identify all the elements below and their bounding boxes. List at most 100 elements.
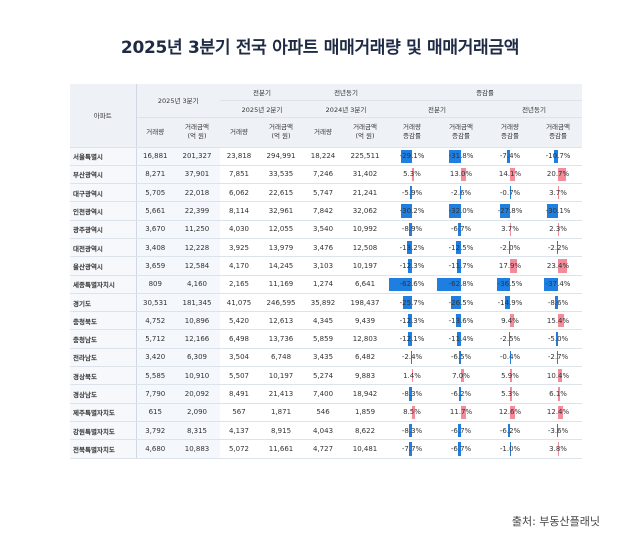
change-value: -6.7%	[450, 444, 472, 453]
change-value: -0.7%	[499, 188, 521, 197]
negative-change-bar	[458, 350, 462, 365]
negative-change-bar	[411, 350, 413, 365]
prev-quarter-header: 전분기	[220, 84, 305, 101]
positive-change-bar	[558, 186, 560, 200]
prev-year-volume-cell: 7,842	[304, 201, 343, 221]
q3-volume-cell: 5,705	[136, 183, 174, 203]
positive-change-bar	[412, 369, 413, 383]
negative-change-bar	[450, 295, 462, 310]
header-label: (억 원)	[355, 132, 375, 140]
q3-amount-cell: 20,092	[174, 384, 220, 404]
change-value: -0.4%	[499, 353, 521, 362]
amt-change-yoy-cell: -30.1%	[534, 201, 583, 221]
amount-header: 거래금액 (억 원)	[174, 117, 220, 148]
change-value: -12.5%	[448, 243, 474, 252]
q2-volume-cell: 4,170	[220, 256, 258, 276]
region-cell: 전라남도	[70, 348, 137, 368]
q3-amount-cell: 201,327	[174, 147, 220, 166]
amt-change-qoq-cell: -26.5%	[436, 293, 487, 313]
vol-change-yoy-cell: -0.4%	[486, 348, 535, 368]
region-cell: 서울특별시	[70, 147, 137, 166]
header-label: 거래금액	[269, 123, 293, 131]
q2-amount-cell: 13,736	[258, 329, 305, 349]
amt-change-yoy-cell: -3.6%	[534, 421, 583, 441]
change-value: 15.4%	[546, 316, 570, 325]
q3-volume-cell: 5,661	[136, 201, 174, 221]
negative-change-bar	[407, 332, 413, 346]
vol-change-qoq-cell: -62.6%	[388, 275, 437, 294]
q2-volume-cell: 567	[220, 403, 258, 422]
change-value: -37.4%	[545, 280, 571, 289]
amt-change-qoq-cell: -32.0%	[436, 201, 487, 221]
q2-volume-cell: 6,062	[220, 183, 258, 203]
table-row: 전북특별자치도 4,680 10,883 5,072 11,661 4,727 10,481…	[70, 439, 583, 459]
q3-volume-cell: 3,659	[136, 256, 174, 276]
change-value: -31.8%	[448, 152, 474, 161]
change-value: -7.4%	[499, 152, 521, 161]
negative-change-bar	[436, 277, 462, 291]
table-row: 경기도 30,531 181,345 41,075 246,595 35,892 198,4…	[70, 293, 583, 313]
prev-year-amount-cell: 1,859	[342, 403, 389, 422]
header-label: 거래금액	[353, 123, 377, 131]
negative-change-bar	[409, 442, 413, 456]
change-value: -2.7%	[547, 353, 569, 362]
amt-change-qoq-cell: -11.7%	[436, 256, 487, 276]
q3-volume-cell: 7,790	[136, 384, 174, 404]
vol-change-yoy-cell: -2.0%	[486, 238, 535, 258]
change-value: 8.5%	[403, 408, 421, 417]
change-value: 5.9%	[501, 371, 519, 380]
q2-volume-cell: 4,137	[220, 421, 258, 441]
prev-year-volume-cell: 18,224	[304, 147, 343, 166]
region-cell: 광주광역시	[70, 220, 137, 239]
prev-year-header: 전년동기	[304, 84, 389, 101]
header-label: 거래금액	[546, 123, 570, 131]
negative-change-bar	[456, 240, 462, 255]
positive-change-bar	[558, 405, 563, 419]
negative-change-bar	[448, 149, 462, 163]
negative-change-bar	[554, 149, 559, 163]
prev-year-volume-cell: 7,400	[304, 384, 343, 404]
q2-amount-cell: 13,979	[258, 238, 305, 258]
amount-header: 거래금액 (억 원)	[342, 117, 389, 148]
q2-volume-cell: 8,114	[220, 201, 258, 221]
amt-change-qoq-cell: -11.4%	[436, 329, 487, 349]
prev-year-volume-cell: 1,274	[304, 275, 343, 294]
region-header: 아파트	[70, 84, 137, 148]
table-row: 대전광역시 3,408 12,228 3,925 13,979 3,476 12,508 -1…	[70, 238, 583, 258]
vol-change-yoy-cell: 5.3%	[486, 384, 535, 404]
amt-change-yoy-cell: 6.1%	[534, 384, 583, 404]
header-label: 증감률	[501, 132, 519, 140]
prev-year-volume-cell: 5,274	[304, 366, 343, 386]
negative-change-bar	[408, 387, 413, 401]
amt-change-yoy-cell: -2.2%	[534, 238, 583, 258]
region-cell: 울산광역시	[70, 256, 137, 276]
q2-volume-cell: 4,030	[220, 220, 258, 239]
change-value: -1.0%	[499, 444, 521, 453]
q3-volume-cell: 5,585	[136, 366, 174, 386]
table-row: 부산광역시 8,271 37,901 7,851 33,535 7,246 31,402 5.…	[70, 165, 583, 185]
table-row: 경상남도 7,790 20,092 8,491 21,413 7,400 18,942 -8.…	[70, 384, 583, 404]
amt-change-qoq-cell: -6.2%	[436, 384, 487, 404]
change-value: -2.6%	[450, 188, 472, 197]
vol-change-qoq-cell: -8.9%	[388, 220, 437, 239]
prev-year-amount-cell: 31,402	[342, 165, 389, 185]
negative-change-bar	[499, 204, 511, 218]
change-rate-header: 증감률	[388, 84, 583, 101]
q3-volume-cell: 30,531	[136, 293, 174, 313]
table-row: 세종특별자치시 809 4,160 2,165 11,169 1,274 6,641 -62.…	[70, 275, 583, 294]
header-label: 거래금액	[449, 123, 473, 131]
negative-change-bar	[546, 204, 559, 218]
prev-year-volume-cell: 4,727	[304, 439, 343, 459]
table-row: 강원특별자치도 3,792 8,315 4,137 8,915 4,043 8,622 -8.…	[70, 421, 583, 441]
header-label: (억 원)	[271, 132, 291, 140]
vol-change-yoy-cell: 5.9%	[486, 366, 535, 386]
prev-year-amount-cell: 9,883	[342, 366, 389, 386]
vol-change-yoy-cell: 9.4%	[486, 311, 535, 331]
table-row: 인천광역시 5,661 22,399 8,114 32,961 7,842 32,062 -3…	[70, 201, 583, 221]
change-value: -6.5%	[450, 353, 472, 362]
positive-change-bar	[558, 222, 559, 236]
change-value: 6.1%	[549, 390, 567, 398]
q3-volume-cell: 5,712	[136, 329, 174, 349]
negative-change-bar	[407, 240, 413, 255]
vol-change-yoy-cell: -0.7%	[486, 183, 535, 203]
